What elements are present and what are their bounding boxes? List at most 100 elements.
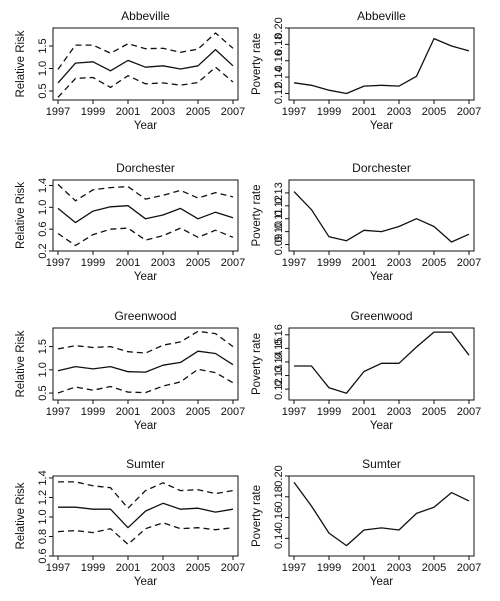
panel-4-x-tick-label: 1999 bbox=[317, 257, 341, 269]
panel-3-x-tick-label: 1999 bbox=[81, 257, 105, 269]
panel-8-x-tick-label: 2005 bbox=[422, 562, 446, 574]
panel-5-x-tick-label: 2007 bbox=[221, 406, 245, 418]
panel-4-frame bbox=[288, 179, 475, 252]
panel-5-lower-bound-line bbox=[57, 368, 234, 394]
panel-4-x-tick-label: 2007 bbox=[457, 257, 481, 269]
panel-1-y-tick-label: 1.5 bbox=[37, 38, 49, 53]
panel-7-estimate-line bbox=[58, 502, 234, 529]
panel-6-title: Greenwood bbox=[350, 309, 412, 323]
panel-7-x-tick-label: 2005 bbox=[186, 562, 210, 574]
panel-3-frame bbox=[52, 179, 239, 252]
panel-6-x-tick-label: 1999 bbox=[317, 406, 341, 418]
panel-5-upper-bound-line bbox=[57, 330, 234, 354]
panel-6-x-tick-label: 2003 bbox=[387, 406, 411, 418]
panel-2-estimate-line bbox=[293, 37, 470, 95]
panel-3-y-axis-label: Relative Risk bbox=[15, 182, 27, 249]
panel-1-x-tick-label: 2003 bbox=[151, 106, 175, 118]
panel-7-y-tick-label: 1.0 bbox=[37, 509, 49, 524]
panel-7-y-tick-label: 0.6 bbox=[37, 548, 49, 563]
panel-1-estimate-line bbox=[57, 48, 234, 84]
panel-8-x-tick-label: 1999 bbox=[317, 562, 341, 574]
panel-6-x-tick-label: 2007 bbox=[457, 406, 481, 418]
panel-4-y-tick-label: 0.12 bbox=[273, 195, 285, 216]
panel-5-y-tick-label: 1.5 bbox=[37, 339, 49, 354]
panel-7-x-tick-label: 2007 bbox=[221, 562, 245, 574]
panel-1-x-tick-label: 1999 bbox=[81, 106, 105, 118]
panel-5-title: Greenwood bbox=[114, 309, 176, 323]
panel-3-title: Dorchester bbox=[116, 161, 175, 175]
panel-3-x-tick-label: 1997 bbox=[46, 257, 70, 269]
panel-1-x-axis-label: Year bbox=[134, 120, 157, 132]
panel-4-y-tick-label: 0.09 bbox=[273, 234, 285, 255]
panel-8-x-tick-label: 2007 bbox=[457, 562, 481, 574]
panel-5-y-tick-label: 1.0 bbox=[37, 362, 49, 377]
panel-5-x-tick-label: 2003 bbox=[151, 406, 175, 418]
panel-1-x-tick-label: 1997 bbox=[46, 106, 70, 118]
panel-8-frame bbox=[288, 475, 475, 557]
panel-1-frame bbox=[52, 27, 239, 101]
panel-3-lower-bound-line bbox=[57, 227, 234, 247]
panel-6-x-tick-label: 2005 bbox=[422, 406, 446, 418]
panel-4-x-tick-label: 2005 bbox=[422, 257, 446, 269]
panel-2-y-tick-label: 0.12 bbox=[273, 83, 285, 104]
panel-3-x-axis-label: Year bbox=[134, 271, 157, 283]
panel-1-x-tick-label: 2005 bbox=[186, 106, 210, 118]
panel-1-y-tick-label: 1.0 bbox=[37, 61, 49, 76]
panel-2-x-tick-label: 2005 bbox=[422, 106, 446, 118]
panel-3-x-tick-label: 2005 bbox=[186, 257, 210, 269]
panel-6-y-tick-label: 0.14 bbox=[273, 351, 285, 372]
panel-8-x-tick-label: 2003 bbox=[387, 562, 411, 574]
panel-1-x-tick-label: 2001 bbox=[116, 106, 140, 118]
panel-1-y-axis-label: Relative Risk bbox=[15, 30, 27, 97]
panel-4-title: Dorchester bbox=[352, 161, 411, 175]
panel-7-title: Sumter bbox=[126, 457, 165, 471]
panel-3-y-tick-label: 1.0 bbox=[37, 200, 49, 215]
panel-3-y-tick-label: 0.2 bbox=[37, 243, 49, 258]
panel-2-x-tick-label: 2001 bbox=[352, 106, 376, 118]
panel-6-y-axis-label: Poverty rate bbox=[251, 333, 263, 395]
panel-2-x-tick-label: 2007 bbox=[457, 106, 481, 118]
panel-4-estimate-line bbox=[293, 191, 470, 243]
panel-7-x-axis-label: Year bbox=[134, 576, 157, 588]
panel-3-x-tick-label: 2007 bbox=[221, 257, 245, 269]
panel-7-upper-bound-line bbox=[58, 481, 234, 509]
panel-4-x-tick-label: 2001 bbox=[352, 257, 376, 269]
panel-1-title: Abbeville bbox=[121, 9, 170, 23]
panel-4-x-tick-label: 2003 bbox=[387, 257, 411, 269]
panel-4-y-tick-label: 0.10 bbox=[273, 221, 285, 242]
panel-5-frame bbox=[52, 327, 239, 401]
panel-5-x-tick-label: 1997 bbox=[46, 406, 70, 418]
panel-4-y-tick-label: 0.13 bbox=[273, 182, 285, 203]
panel-3-y-tick-label: 0.6 bbox=[37, 222, 49, 237]
panel-8-x-tick-label: 1997 bbox=[282, 562, 306, 574]
panel-7-y-tick-label: 1.2 bbox=[37, 490, 49, 505]
panel-4-x-tick-label: 1997 bbox=[282, 257, 306, 269]
panel-6-y-tick-label: 0.16 bbox=[273, 324, 285, 345]
panel-7-x-tick-label: 2003 bbox=[151, 562, 175, 574]
panel-8-title: Sumter bbox=[362, 457, 401, 471]
panel-2-title: Abbeville bbox=[357, 9, 406, 23]
panel-8-x-axis-label: Year bbox=[370, 576, 393, 588]
panel-1-x-tick-label: 2007 bbox=[221, 106, 245, 118]
panel-2-x-tick-label: 2003 bbox=[387, 106, 411, 118]
panel-2-y-tick-label: 0.14 bbox=[273, 66, 285, 87]
panel-5-y-tick-label: 0.5 bbox=[37, 385, 49, 400]
panel-2-y-tick-label: 0.18 bbox=[273, 34, 285, 55]
panel-3-estimate-line bbox=[57, 205, 234, 224]
panel-3-x-tick-label: 2003 bbox=[151, 257, 175, 269]
panel-2-y-tick-label: 0.20 bbox=[273, 17, 285, 38]
panel-8-y-tick-label: 0.18 bbox=[273, 486, 285, 507]
panel-8-y-tick-label: 0.16 bbox=[273, 507, 285, 528]
panel-7-x-tick-label: 1999 bbox=[81, 562, 105, 574]
panel-6-x-tick-label: 1997 bbox=[282, 406, 306, 418]
panel-6-y-tick-label: 0.13 bbox=[273, 365, 285, 386]
panel-5-x-tick-label: 2001 bbox=[116, 406, 140, 418]
panel-5-x-tick-label: 1999 bbox=[81, 406, 105, 418]
panel-4-y-axis-label: Poverty rate bbox=[251, 185, 263, 247]
panel-5-x-tick-label: 2005 bbox=[186, 406, 210, 418]
panel-2-y-axis-label: Poverty rate bbox=[251, 33, 263, 95]
panel-7-frame bbox=[52, 475, 239, 557]
panel-7-x-tick-label: 2001 bbox=[116, 562, 140, 574]
panel-8-estimate-line bbox=[293, 481, 470, 547]
